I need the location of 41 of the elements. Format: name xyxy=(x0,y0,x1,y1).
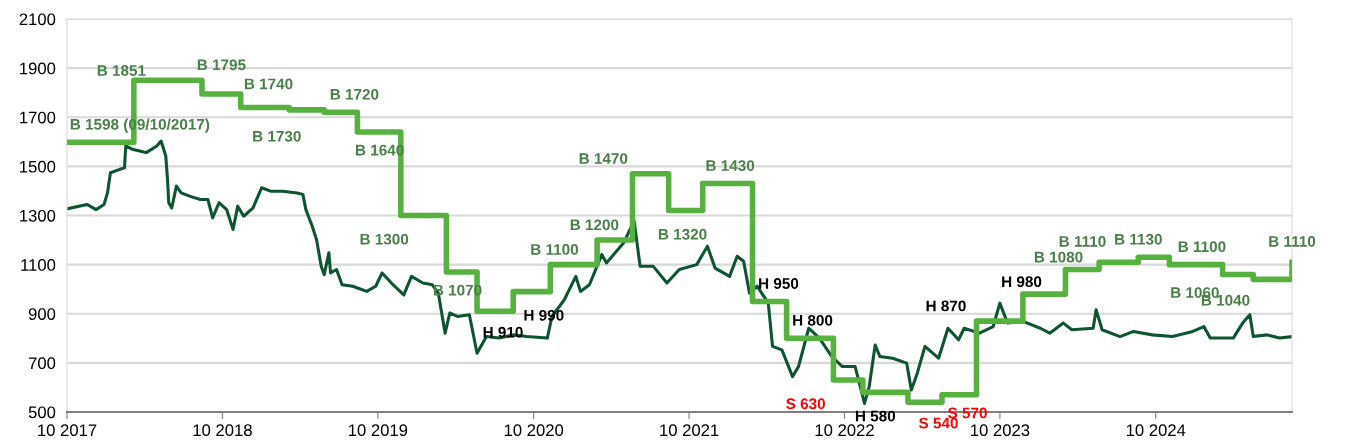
data-label: B 1200 xyxy=(570,219,619,231)
data-label: H 870 xyxy=(926,300,966,312)
x-tick-label: 10 2019 xyxy=(348,424,408,437)
y-tick-label: 1100 xyxy=(21,259,56,271)
data-label: B 1100 xyxy=(1178,241,1226,253)
x-tick-label: 10 2023 xyxy=(971,424,1030,437)
y-tick-label: 700 xyxy=(28,357,56,370)
data-label: B 1430 xyxy=(706,160,755,172)
y-tick-label: 1900 xyxy=(20,62,56,75)
data-label: B 1851 xyxy=(97,65,146,76)
x-tick-label: 10 2017 xyxy=(38,424,97,437)
y-tick-label: 1700 xyxy=(20,111,56,124)
data-label: H 950 xyxy=(759,278,799,289)
data-label: B 1720 xyxy=(330,88,379,100)
data-label: B 1795 xyxy=(197,59,246,71)
x-tick-label: 10 2018 xyxy=(193,424,252,437)
data-label: S 630 xyxy=(786,398,825,410)
x-tick-label: 10 2024 xyxy=(1126,424,1186,437)
data-label: H 980 xyxy=(1002,276,1042,288)
data-label: H 580 xyxy=(855,410,896,422)
y-tick-label: 900 xyxy=(28,308,56,320)
data-label: B 1300 xyxy=(360,233,409,245)
y-tick-label: 2100 xyxy=(19,13,56,26)
x-tick-label: 10 2020 xyxy=(504,424,564,437)
x-tick-label: 10 2022 xyxy=(815,424,874,437)
data-label: B 1080 xyxy=(1034,251,1083,263)
data-label: B 1110 xyxy=(1059,236,1106,247)
y-tick-label: 500 xyxy=(28,406,56,419)
data-label: B 1130 xyxy=(1115,233,1162,245)
data-label: B 1100 xyxy=(531,244,579,255)
data-label: B 1740 xyxy=(244,78,293,90)
y-tick-label: 1500 xyxy=(20,160,56,173)
y-tick-label: 1300 xyxy=(20,209,56,222)
data-label: B 1110 xyxy=(1269,236,1316,247)
data-label: S 570 xyxy=(947,407,987,419)
data-label: B 1320 xyxy=(658,228,707,240)
data-label: S 540 xyxy=(918,417,958,429)
data-label: H 800 xyxy=(793,314,833,326)
x-tick-label: 10 2021 xyxy=(660,424,719,437)
data-label: B 1470 xyxy=(579,153,628,164)
data-label: B 1730 xyxy=(253,130,301,142)
